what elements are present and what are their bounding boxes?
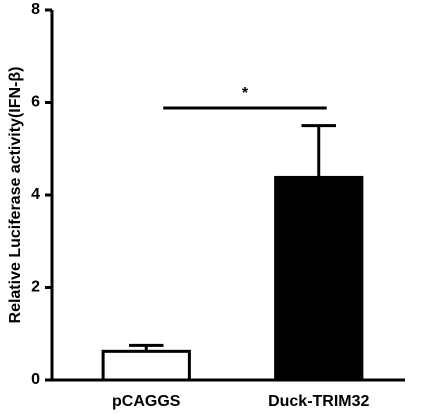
y-tick-label: 2 xyxy=(31,279,40,296)
y-axis-label: Relative Luciferase activity(IFN-β) xyxy=(7,67,24,324)
x-tick-label: pCAGGS xyxy=(112,393,181,410)
error-bar xyxy=(301,124,336,178)
significance-label: * xyxy=(242,85,249,102)
bar xyxy=(274,175,364,382)
bar xyxy=(101,349,191,382)
x-tick-label: Duck-TRIM32 xyxy=(268,393,369,410)
y-tick-label: 0 xyxy=(31,371,40,388)
error-bar xyxy=(129,343,164,352)
y-tick-label: 6 xyxy=(31,94,40,111)
y-tick-label: 4 xyxy=(31,186,40,203)
y-tick-label: 8 xyxy=(31,1,40,18)
